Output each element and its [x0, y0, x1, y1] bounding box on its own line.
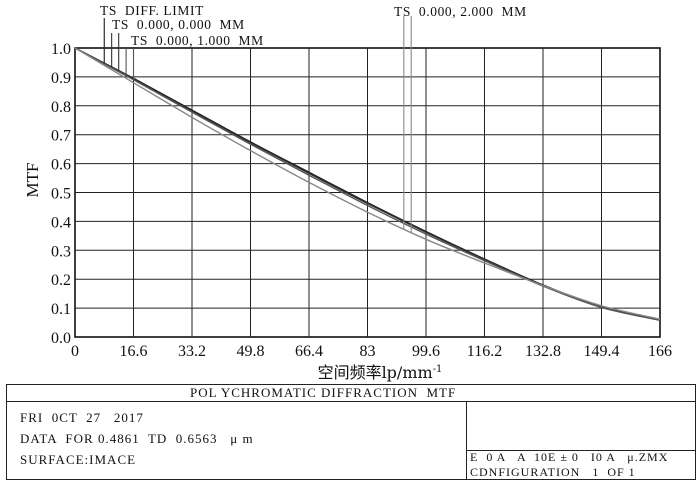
y-tick-label: 0.9 — [51, 70, 71, 87]
x-tick-label: 66.4 — [295, 343, 323, 360]
y-tick-label: 0.2 — [51, 272, 71, 289]
x-axis-label-superscript: -1 — [433, 364, 443, 375]
x-axis-label-text: 空间频率lp/mm — [318, 363, 433, 382]
x-tick-label: 16.6 — [120, 343, 148, 360]
y-tick-label: 0.0 — [51, 330, 71, 347]
y-tick-label: 0.3 — [51, 243, 71, 260]
y-tick-label: 1.0 — [51, 41, 71, 58]
panel-date: FRI 0CT 27 2017 — [20, 410, 144, 425]
x-tick-label: 33.2 — [178, 343, 206, 360]
legend-label-2: TS 0.000, 1.000 MM — [131, 33, 264, 48]
y-tick-label: 0.1 — [51, 301, 71, 318]
legend-label-3: TS 0.000, 2.000 MM — [394, 4, 527, 19]
axis-ticks: 0 16.6 33.2 49.8 66.4 83 99.6 116.2 132.8 149.4 16… — [51, 41, 672, 360]
chart-series — [74, 47, 661, 321]
panel-data-for: DATA FOR 0.4861 TD 0.6563 μ m — [20, 431, 254, 446]
panel-title: POL YCHROMATIC DIFFRACTION MTF — [190, 385, 457, 400]
footer-right-divider — [466, 450, 696, 451]
x-tick-label: 132.8 — [525, 343, 561, 360]
x-tick-label: 49.8 — [237, 343, 265, 360]
panel-surface: SURFACE:IMACE — [20, 452, 137, 467]
x-tick-label: 116.2 — [467, 343, 502, 360]
x-tick-label: 0 — [71, 343, 79, 360]
x-tick-label: 83 — [360, 343, 376, 360]
series-line-2 — [74, 47, 661, 321]
x-tick-label: 99.6 — [412, 343, 440, 360]
y-tick-label: 0.4 — [51, 214, 71, 231]
y-axis-label: MTF — [23, 163, 42, 198]
chart-grid — [74, 47, 661, 338]
footer-right-box — [466, 401, 696, 480]
legend-label-0: TS DIFF. LIMIT — [100, 3, 204, 18]
y-tick-label: 0.8 — [51, 99, 71, 116]
x-axis-label: 空间频率lp/mm-1 — [318, 363, 443, 382]
y-tick-label: 0.5 — [51, 186, 71, 203]
footer-title-row — [6, 384, 696, 402]
y-tick-label: 0.7 — [51, 128, 71, 145]
x-tick-label: 166 — [648, 343, 672, 360]
legend-markers — [103, 16, 412, 233]
legend-label-1: TS 0.000, 0.000 MM — [112, 17, 245, 32]
panel-configuration: CDNFIGURATION 1 OF 1 — [470, 465, 636, 479]
series-line-3 — [74, 47, 661, 320]
x-tick-label: 149.4 — [584, 343, 620, 360]
y-tick-label: 0.6 — [51, 157, 71, 174]
panel-file: E 0 A A 10E ± 0 I0 A μ.ZMX — [470, 450, 669, 464]
